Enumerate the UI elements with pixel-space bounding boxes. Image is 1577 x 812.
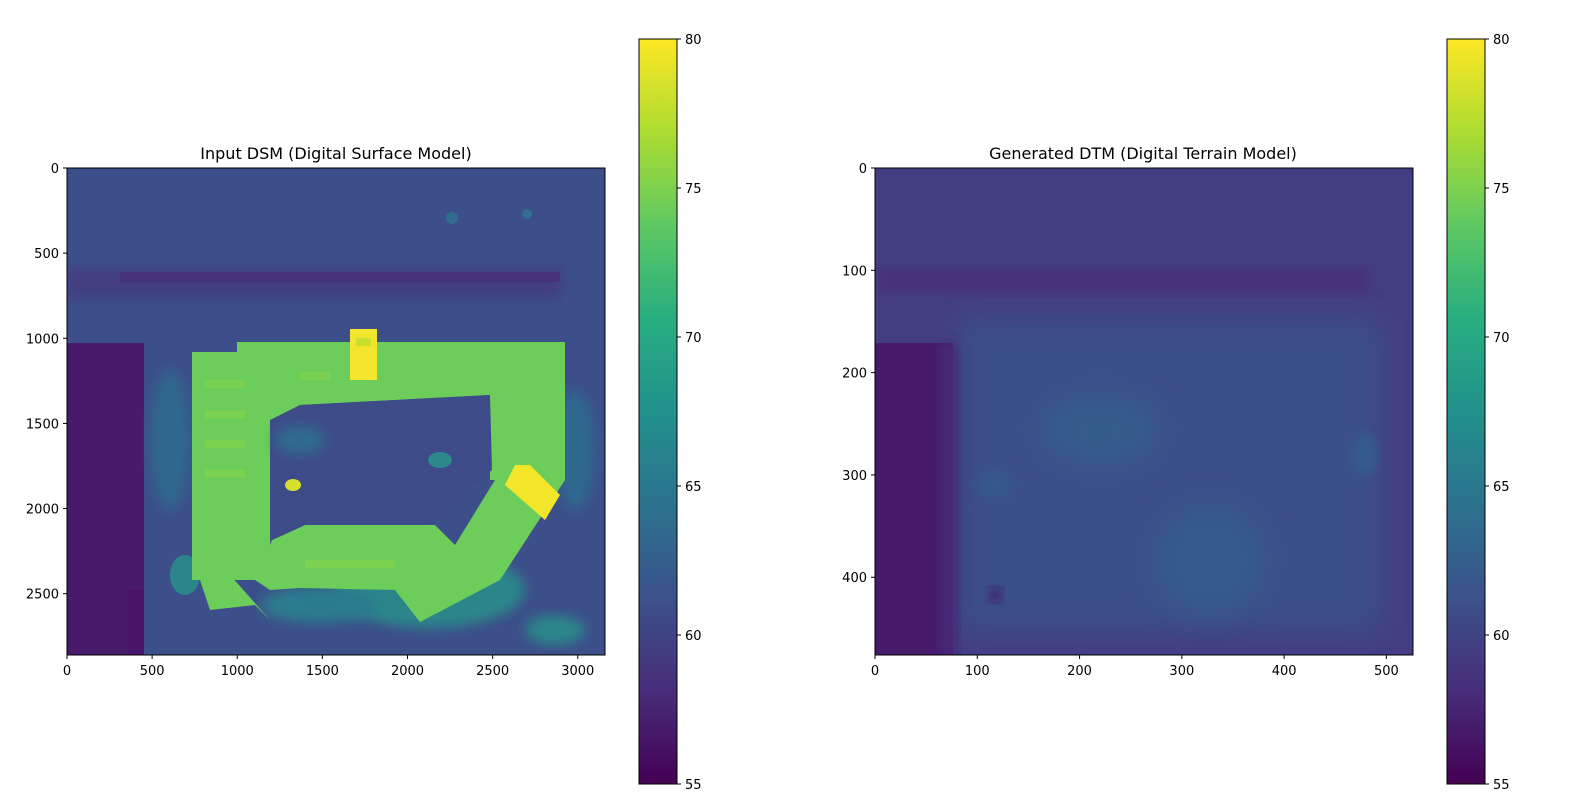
dtm-cbar-tick-label: 75 [1493, 182, 1510, 197]
dtm-xtick-label: 100 [965, 664, 990, 679]
dtm-axes: 0 100 200 300 400 500 0 100 200 300 400 [842, 162, 1399, 679]
dsm-ytick-label: 1000 [26, 332, 59, 347]
dtm-ytick-label: 300 [842, 469, 867, 484]
dtm-xtick-label: 0 [871, 664, 879, 679]
dsm-roof-peak-east [505, 465, 560, 520]
dsm-cbar-tick-label: 65 [685, 480, 702, 495]
dtm-cbar-tick-label: 55 [1493, 778, 1510, 793]
dtm-cbar-tick-label: 80 [1493, 33, 1510, 48]
dtm-cbar-tick-label: 70 [1493, 331, 1510, 346]
dtm-colorbar [1446, 38, 1486, 785]
dtm-ytick-label: 0 [859, 162, 867, 177]
dsm-ytick-label: 2500 [26, 588, 59, 603]
dsm-ytick-label: 500 [34, 247, 59, 262]
dtm-heatmap [875, 168, 1413, 655]
dsm-panel: Input DSM (Digital Surface Model) [26, 33, 702, 793]
dsm-xtick-label: 3000 [561, 664, 594, 679]
dtm-ytick-label: 100 [842, 264, 867, 279]
dtm-xtick-label: 200 [1067, 664, 1092, 679]
dsm-cbar-tick-label: 55 [685, 778, 702, 793]
dsm-xtick-label: 1000 [221, 664, 254, 679]
dsm-colorbar [638, 38, 678, 785]
dtm-xtick-label: 300 [1169, 664, 1194, 679]
dsm-title: Input DSM (Digital Surface Model) [200, 144, 471, 163]
dsm-axes-frame [66, 167, 606, 656]
dsm-courtyard [272, 395, 492, 540]
dtm-panel: Generated DTM (Digital Terrain Model) 0 1… [842, 33, 1509, 793]
dsm-xtick-label: 1500 [306, 664, 339, 679]
dsm-colorbar-ticks: 55 60 65 70 75 80 [677, 33, 702, 793]
dtm-cbar-tick-label: 60 [1493, 629, 1510, 644]
dsm-ytick-label: 0 [51, 162, 59, 177]
dsm-xtick-label: 500 [140, 664, 165, 679]
dsm-cbar-tick-label: 75 [685, 182, 702, 197]
dsm-building [192, 342, 565, 622]
dtm-axes-frame [874, 167, 1414, 656]
dsm-cbar-tick-label: 70 [685, 331, 702, 346]
dtm-xtick-label: 400 [1272, 664, 1297, 679]
dtm-ytick-label: 400 [842, 571, 867, 586]
dtm-ytick-label: 200 [842, 367, 867, 382]
dsm-cbar-tick-label: 60 [685, 629, 702, 644]
dtm-cbar-tick-label: 65 [1493, 480, 1510, 495]
dtm-road [875, 268, 1370, 293]
dtm-colorbar-ticks: 55 60 65 70 75 80 [1485, 33, 1510, 793]
dtm-xtick-label: 500 [1374, 664, 1399, 679]
dsm-cbar-tick-label: 80 [685, 33, 702, 48]
dsm-xtick-label: 0 [63, 664, 71, 679]
dsm-ytick-label: 2000 [26, 503, 59, 518]
dsm-axes: 0 500 1000 1500 2000 2500 3000 0 500 1000 1500 2000… [26, 162, 594, 679]
dsm-heatmap [67, 168, 605, 655]
dsm-xtick-label: 2500 [476, 664, 509, 679]
dsm-roof-peak-north [350, 329, 377, 380]
dsm-xtick-label: 2000 [391, 664, 424, 679]
dsm-ytick-label: 1500 [26, 417, 59, 432]
dtm-title: Generated DTM (Digital Terrain Model) [989, 144, 1297, 163]
